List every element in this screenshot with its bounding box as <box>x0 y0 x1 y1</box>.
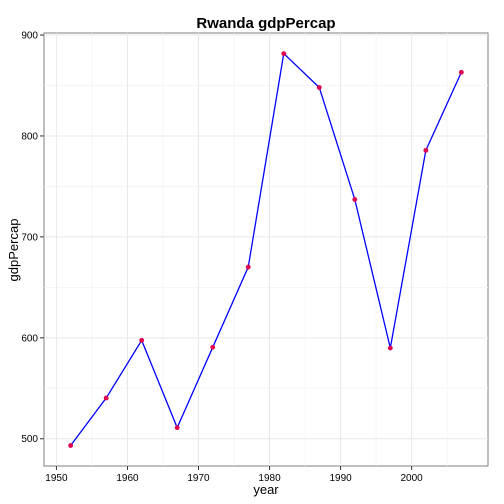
data-point <box>245 264 251 270</box>
x-axis-label: year <box>253 482 279 497</box>
x-tick-label: 1960 <box>116 473 139 484</box>
x-tick-label: 1990 <box>329 473 352 484</box>
y-tick-label: 700 <box>21 232 38 243</box>
data-point <box>423 147 429 153</box>
data-points <box>68 51 464 448</box>
x-tick-label: 1980 <box>258 473 281 484</box>
axis-ticks: 1950 1960 1970 1980 1990 2000 500 600 700 800 900 <box>21 31 423 484</box>
y-tick-label: 500 <box>21 434 38 445</box>
grid-lines <box>44 33 488 466</box>
data-point <box>139 337 145 343</box>
data-point <box>174 425 180 431</box>
data-point <box>316 85 322 90</box>
y-tick-label: 900 <box>21 31 38 42</box>
x-tick-label: 2000 <box>401 473 424 484</box>
chart-title: Rwanda gdpPercap <box>196 15 335 32</box>
data-point <box>387 345 393 351</box>
x-tick-label: 1970 <box>187 473 210 484</box>
x-tick-label: 1950 <box>45 473 68 484</box>
y-tick-label: 600 <box>21 333 38 344</box>
data-point <box>68 443 74 448</box>
y-axis-label: gdpPercap <box>6 219 21 282</box>
plot-panel <box>43 32 489 467</box>
series-line <box>70 52 462 446</box>
data-point <box>352 197 358 202</box>
data-point <box>281 51 287 56</box>
data-point <box>103 395 109 401</box>
data-point <box>210 344 216 350</box>
series-line-layer <box>70 52 462 446</box>
data-point <box>458 69 464 75</box>
y-tick-label: 800 <box>21 131 38 142</box>
